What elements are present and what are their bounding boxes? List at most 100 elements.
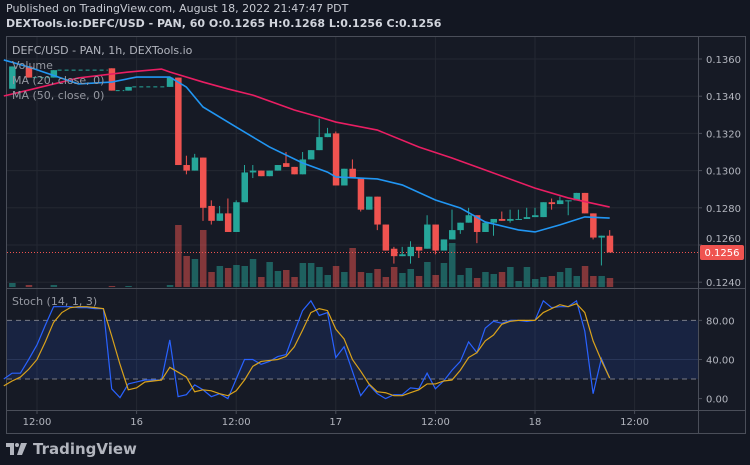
candle-body [283,163,290,167]
candle-body [374,196,381,225]
volume-bar [540,277,547,287]
volume-bar [515,281,522,287]
candle-body [498,218,506,221]
candle-body [573,192,580,201]
volume-bar [224,268,232,287]
volume-bar [399,273,406,287]
candle-body [299,159,307,175]
candle-body [274,165,282,171]
candle-body [548,202,556,205]
candle-body [424,224,431,249]
volume-bar [258,277,265,287]
time-tick-label: 17 [329,417,342,428]
candle-body [208,205,215,221]
volume-bar [482,272,489,287]
candle-body [366,196,373,210]
stoch-tick-label: 40.00 [706,355,735,366]
volume-bar [507,267,514,287]
candle-body [598,235,605,238]
candle-body [125,86,132,91]
candle-body [258,170,265,177]
ma20-line [3,59,610,233]
volume-bar [249,259,257,287]
volume-bar [9,283,16,287]
ohlc-values: O:0.1265 H:0.1268 L:0.1256 C:0.1256 [208,17,442,30]
candle-body [332,133,340,186]
candle-body [216,213,224,221]
candle-body [166,77,174,87]
legend-volume[interactable]: Volume [12,59,53,72]
volume-bar [208,272,215,287]
volume-bar [565,268,572,287]
volume-bar [473,278,481,287]
volume-bar [424,262,431,287]
stoch-band-lines [7,319,698,380]
volume-bar [449,243,456,287]
candle-body [390,248,398,257]
candle-body [457,222,464,231]
tradingview-logo-icon [6,443,27,455]
candle-body [440,239,448,251]
volume-bar [233,265,240,287]
candle-body [357,178,365,210]
flat-candle-connectors [32,69,166,92]
volume-bar [390,267,398,287]
stoch-tick-label: 80.00 [706,316,735,327]
chart-legend-title[interactable]: DEFC/USD - PAN, 1h, DEXTools.io [12,44,193,57]
candle-body [241,172,248,203]
volume-bar [200,230,207,287]
candle-body [50,70,58,78]
chart-frame [6,36,746,434]
candle-body [407,246,414,257]
legend-ma20[interactable]: MA (20, close, 0) [12,74,105,87]
volume-bar [341,272,348,287]
volume-bar [606,278,614,287]
legend-ma50[interactable]: MA (50, close, 0) [12,89,105,102]
volume-bar [598,276,605,287]
tradingview-logo[interactable]: TradingView [6,440,137,458]
candle-body [175,77,182,166]
candle-body [565,200,572,202]
volume-bar [532,279,539,287]
time-axis[interactable]: 12:00 16 12:00 17 12:00 18 12:00 [23,410,649,428]
legend-stoch[interactable]: Stoch (14, 1, 3) [12,295,98,308]
candle-body [507,218,514,221]
volume-bar [382,277,390,287]
volume-bar [307,263,315,287]
brand-name: TradingView [33,440,137,458]
volume-bars [9,225,614,287]
candle-body [316,137,323,151]
candle-body [307,150,315,160]
volume-bar [349,248,356,287]
candle-body [382,224,390,251]
volume-bar [175,225,182,287]
ma50-line [3,68,610,208]
candle-body [581,192,589,214]
price-axis[interactable]: 0.1360 0.1340 0.1320 0.1300 0.1280 0.1260 0.12… [698,55,741,289]
volume-bar [490,274,497,287]
volume-bar [332,266,340,287]
candle-body [540,202,547,218]
candle-body [449,230,456,240]
price-tick-label: 0.1240 [706,278,741,289]
volume-bar [415,276,423,287]
volume-bar [573,276,580,287]
published-note: Published on TradingView.com, August 18,… [6,2,349,15]
volume-bar [316,267,323,287]
volume-bar [125,286,132,287]
stoch-axis[interactable]: 80.00 40.00 0.00 [698,316,735,406]
time-tick-label: 16 [130,417,143,428]
candle-body [349,168,356,179]
volume-bar [556,272,564,287]
candle-body [523,217,531,219]
price-tick-label: 0.1340 [706,92,741,103]
volume-bar [324,275,331,287]
candle-body [324,133,331,138]
volume-bar [374,269,381,287]
candle-body [432,224,439,251]
volume-bar [590,276,597,287]
candle-body [465,215,473,223]
candle-body [532,215,539,218]
last-price-label: 0.1256 [705,248,740,259]
